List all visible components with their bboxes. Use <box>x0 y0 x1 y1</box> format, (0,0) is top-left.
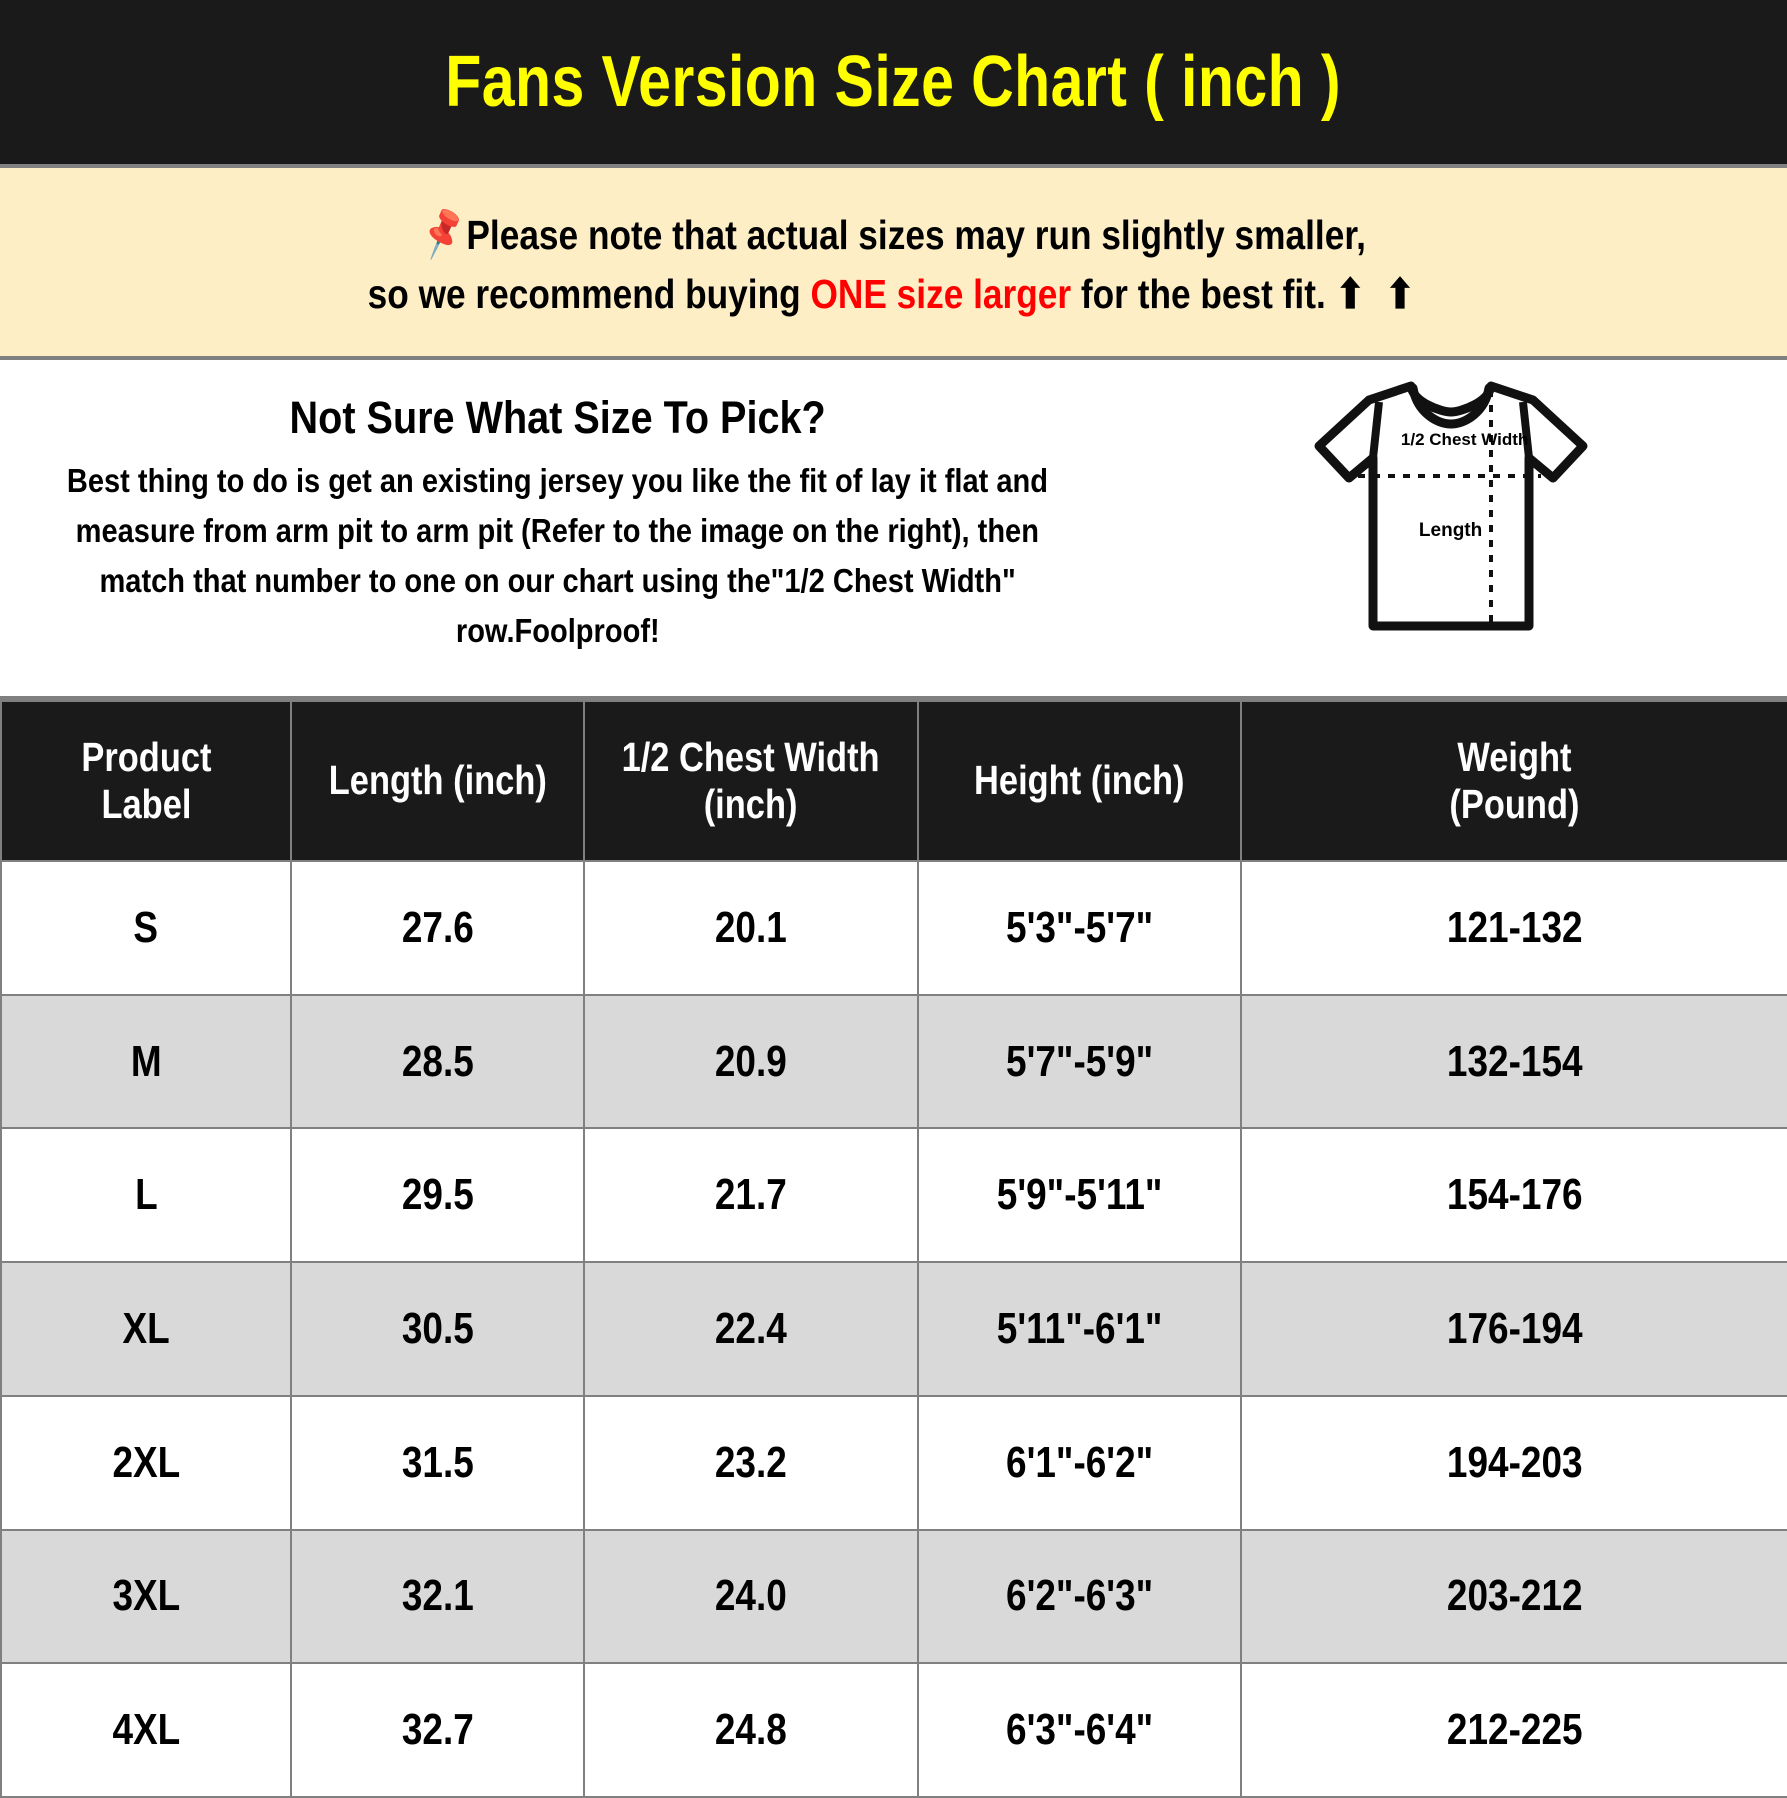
cell-height: 5'11"-6'1" <box>917 1261 1242 1397</box>
measurement-diagram: 1/2 Chest Width Length <box>1115 360 1787 696</box>
column-header-length: Length (inch) <box>290 700 585 862</box>
column-header-half-chest-width: 1/2 Chest Width (inch) <box>583 700 919 862</box>
header-line-2: (Pound) <box>1449 781 1580 827</box>
note-banner: 📌Please note that actual sizes may run s… <box>0 168 1787 360</box>
tshirt-svg <box>1314 381 1588 631</box>
cell-length: 28.5 <box>290 993 585 1130</box>
cell-length: 32.1 <box>290 1528 585 1665</box>
header-line-1: 1/2 Chest Width <box>621 733 881 780</box>
note-line-2-prefix: so we recommend buying <box>367 271 811 317</box>
header-line-1: Length (inch) <box>328 757 547 804</box>
header-line-1: Product <box>80 733 212 780</box>
column-header-weight: Weight (Pound) <box>1240 700 1787 862</box>
cell-product-label: 4XL <box>0 1662 292 1798</box>
table-row: 3XL 32.1 24.0 6'2"-6'3" 203-212 <box>0 1528 1787 1665</box>
cell-product-label: XL <box>0 1261 292 1397</box>
note-line-2: so we recommend buying ONE size larger f… <box>367 265 1419 324</box>
sizing-help-line-4: row.Foolproof! <box>455 612 660 650</box>
sizing-help-text: Not Sure What Size To Pick? Best thing t… <box>0 360 1115 696</box>
cell-height: 6'2"-6'3" <box>917 1528 1242 1665</box>
cell-weight: 121-132 <box>1240 860 1787 996</box>
table-row: 4XL 32.7 24.8 6'3"-6'4" 212-225 <box>0 1662 1787 1798</box>
note-line-2-suffix: for the best fit. <box>1070 271 1336 317</box>
cell-height: 5'3"-5'7" <box>917 860 1242 996</box>
header-line-1: Weight <box>1457 733 1572 780</box>
cell-weight: 203-212 <box>1240 1528 1787 1665</box>
cell-height: 5'9"-5'11" <box>917 1127 1242 1264</box>
cell-weight: 194-203 <box>1240 1394 1787 1531</box>
cell-half-chest-width: 24.0 <box>583 1528 919 1665</box>
note-highlight: ONE size larger <box>810 271 1071 317</box>
cell-weight: 176-194 <box>1240 1261 1787 1397</box>
column-header-product-label: Product Label <box>0 700 292 862</box>
cell-length: 32.7 <box>290 1662 585 1798</box>
tshirt-diagram-icon: 1/2 Chest Width Length <box>1301 368 1601 658</box>
cell-half-chest-width: 20.9 <box>583 993 919 1130</box>
cell-half-chest-width: 21.7 <box>583 1127 919 1264</box>
cell-weight: 212-225 <box>1240 1662 1787 1798</box>
cell-length: 29.5 <box>290 1127 585 1264</box>
cell-product-label: S <box>0 860 292 996</box>
cell-length: 31.5 <box>290 1394 585 1531</box>
cell-height: 6'1"-6'2" <box>917 1394 1242 1531</box>
pushpin-icon: 📌 <box>416 203 470 262</box>
sizing-help-line-1: Best thing to do is get an existing jers… <box>66 462 1048 499</box>
note-line-1: 📌Please note that actual sizes may run s… <box>417 204 1366 265</box>
table-row: M 28.5 20.9 5'7"-5'9" 132-154 <box>0 993 1787 1130</box>
sizing-help-section: Not Sure What Size To Pick? Best thing t… <box>0 360 1787 700</box>
cell-weight: 132-154 <box>1240 993 1787 1130</box>
size-chart-table: Product Label Length (inch) 1/2 Chest Wi… <box>0 700 1787 1798</box>
header-line-1: Height (inch) <box>974 757 1185 804</box>
cell-weight: 154-176 <box>1240 1127 1787 1264</box>
sizing-help-line-2: measure from arm pit to arm pit (Refer t… <box>75 512 1040 550</box>
cell-length: 27.6 <box>290 860 585 996</box>
cell-product-label: 3XL <box>0 1528 292 1665</box>
length-label: Length <box>1418 520 1483 541</box>
table-row: L 29.5 21.7 5'9"-5'11" 154-176 <box>0 1127 1787 1264</box>
table-row: S 27.6 20.1 5'3"-5'7" 121-132 <box>0 860 1787 996</box>
table-body: S 27.6 20.1 5'3"-5'7" 121-132 M 28.5 20.… <box>0 860 1787 1798</box>
cell-half-chest-width: 20.1 <box>583 860 919 996</box>
sizing-help-heading: Not Sure What Size To Pick? <box>289 392 826 443</box>
cell-half-chest-width: 22.4 <box>583 1261 919 1397</box>
cell-product-label: M <box>0 993 292 1130</box>
table-header: Product Label Length (inch) 1/2 Chest Wi… <box>0 700 1787 862</box>
table-row: XL 30.5 22.4 5'11"-6'1" 176-194 <box>0 1261 1787 1397</box>
cell-height: 6'3"-6'4" <box>917 1662 1242 1798</box>
title-bar: Fans Version Size Chart ( inch ) <box>0 0 1787 168</box>
cell-length: 30.5 <box>290 1261 585 1397</box>
arrow-up-icon: ⬆ ⬆ <box>1335 271 1420 317</box>
cell-product-label: L <box>0 1127 292 1264</box>
cell-half-chest-width: 24.8 <box>583 1662 919 1798</box>
chest-width-label: 1/2 Chest Width <box>1400 430 1529 449</box>
table-row: 2XL 31.5 23.2 6'1"-6'2" 194-203 <box>0 1394 1787 1531</box>
cell-height: 5'7"-5'9" <box>917 993 1242 1130</box>
sizing-help-line-3: match that number to one on our chart us… <box>99 562 1016 600</box>
column-header-height: Height (inch) <box>917 700 1242 862</box>
header-line-2: (inch) <box>704 781 798 827</box>
header-line-2: Label <box>101 781 191 827</box>
note-line-1-text: Please note that actual sizes may run sl… <box>466 211 1366 258</box>
page-title: Fans Version Size Chart ( inch ) <box>445 42 1342 122</box>
cell-product-label: 2XL <box>0 1394 292 1531</box>
table-header-row: Product Label Length (inch) 1/2 Chest Wi… <box>0 700 1787 862</box>
cell-half-chest-width: 23.2 <box>583 1394 919 1531</box>
